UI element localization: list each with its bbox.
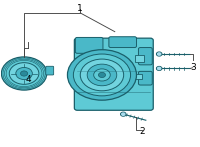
FancyBboxPatch shape <box>74 38 153 110</box>
FancyBboxPatch shape <box>138 71 152 85</box>
Circle shape <box>67 50 136 100</box>
FancyBboxPatch shape <box>75 37 103 53</box>
Circle shape <box>98 72 106 77</box>
Circle shape <box>80 59 124 91</box>
Circle shape <box>158 53 161 55</box>
Circle shape <box>122 113 125 115</box>
Text: 1: 1 <box>77 4 83 13</box>
FancyBboxPatch shape <box>46 66 54 75</box>
Text: 2: 2 <box>140 127 145 136</box>
Circle shape <box>157 67 162 70</box>
FancyBboxPatch shape <box>109 37 136 47</box>
FancyBboxPatch shape <box>138 47 152 65</box>
Circle shape <box>1 57 47 90</box>
Circle shape <box>21 71 28 76</box>
Circle shape <box>87 64 117 86</box>
Circle shape <box>121 112 126 116</box>
Circle shape <box>9 63 39 84</box>
Circle shape <box>158 67 161 70</box>
FancyBboxPatch shape <box>135 55 144 62</box>
FancyBboxPatch shape <box>135 74 142 79</box>
Circle shape <box>94 69 110 81</box>
Circle shape <box>16 67 32 80</box>
Circle shape <box>157 52 162 56</box>
Text: 3: 3 <box>190 63 196 72</box>
Circle shape <box>73 54 131 96</box>
Text: 4: 4 <box>25 75 31 84</box>
